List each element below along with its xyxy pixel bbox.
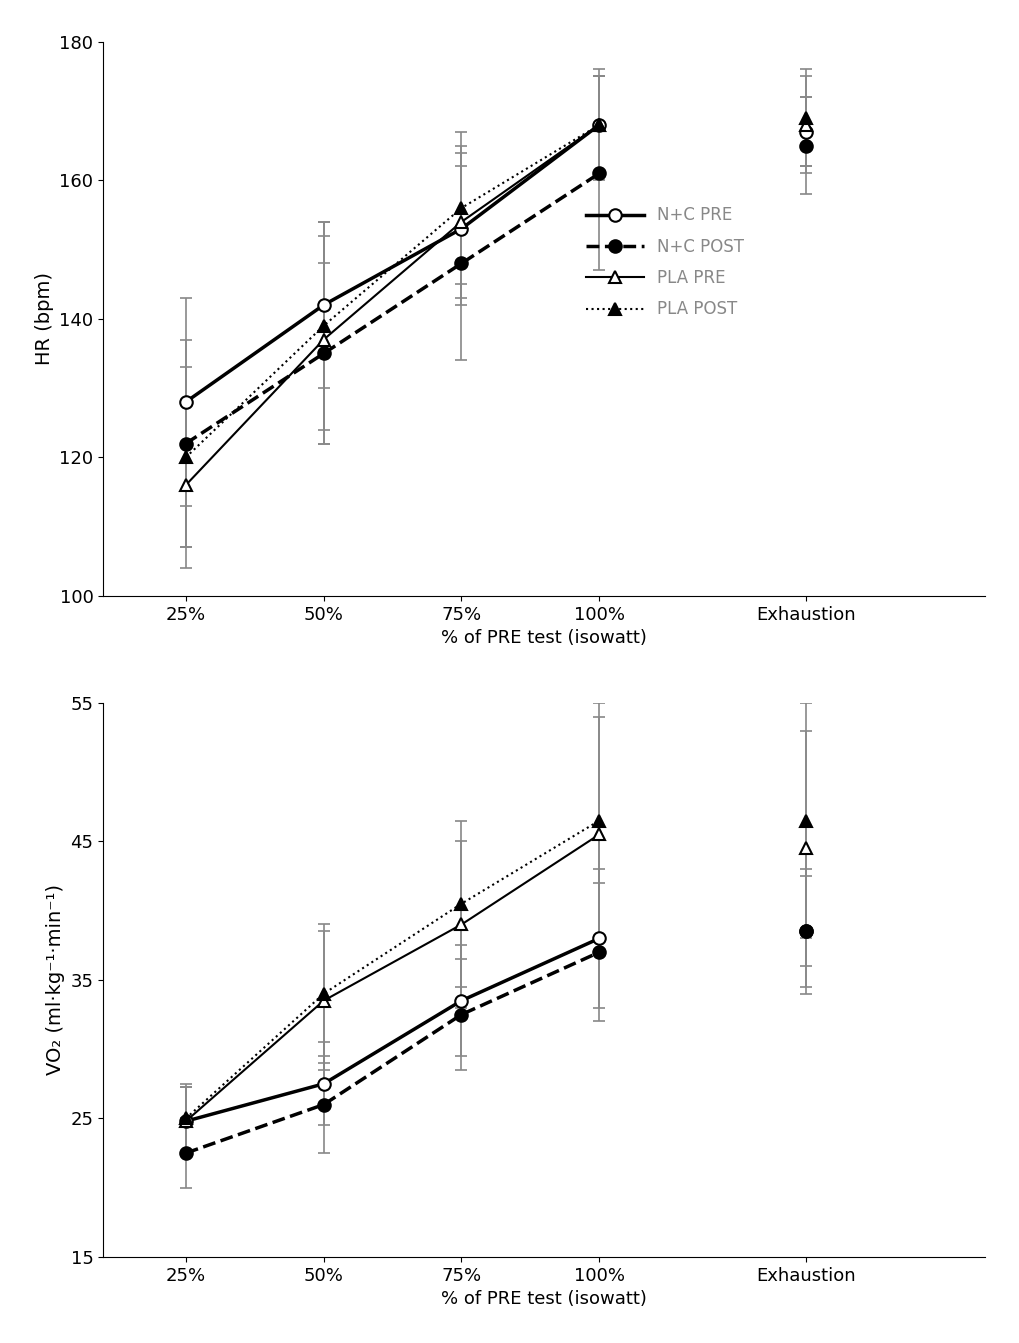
Legend: N+C PRE, N+C POST, PLA PRE, PLA POST: N+C PRE, N+C POST, PLA PRE, PLA POST bbox=[579, 200, 750, 325]
Y-axis label: VO₂ (ml·kg⁻¹·min⁻¹): VO₂ (ml·kg⁻¹·min⁻¹) bbox=[46, 885, 65, 1076]
Y-axis label: HR (bpm): HR (bpm) bbox=[35, 273, 54, 365]
X-axis label: % of PRE test (isowatt): % of PRE test (isowatt) bbox=[441, 629, 646, 647]
X-axis label: % of PRE test (isowatt): % of PRE test (isowatt) bbox=[441, 1291, 646, 1308]
